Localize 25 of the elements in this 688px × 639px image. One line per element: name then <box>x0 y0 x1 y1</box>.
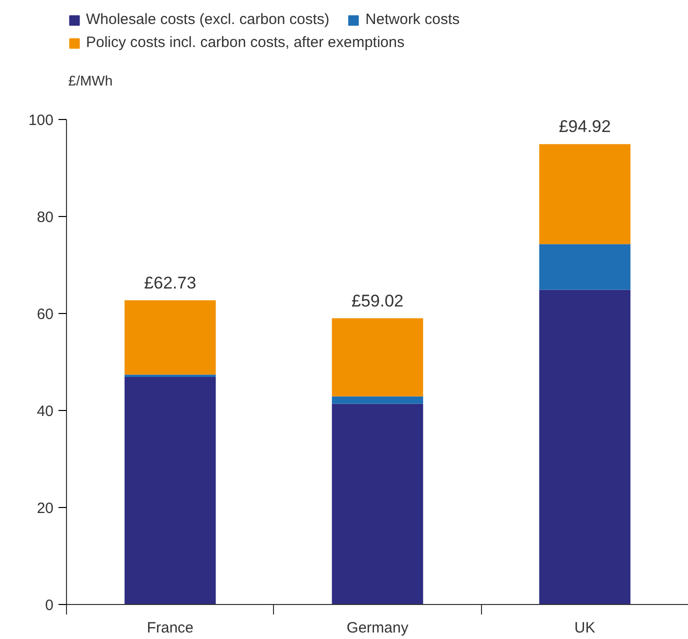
bar <box>332 318 424 396</box>
bar <box>124 377 216 604</box>
bar <box>124 300 216 375</box>
x-tick-label: France <box>146 620 194 636</box>
bar <box>539 244 630 290</box>
total-label: £94.92 <box>558 117 611 136</box>
bar <box>332 396 424 404</box>
y-tick-label: 20 <box>36 500 54 517</box>
bar <box>332 404 424 604</box>
bar <box>539 290 630 604</box>
legend-label: Policy costs incl. carbon costs, after exemptions <box>86 34 404 51</box>
bar <box>124 374 216 378</box>
total-label: £59.02 <box>352 291 404 310</box>
x-tick-label: UK <box>574 620 596 636</box>
total-label: £62.73 <box>144 273 196 292</box>
y-tick-label: 40 <box>36 403 54 420</box>
x-tick-label: Germany <box>346 620 409 636</box>
y-tick-label: 0 <box>45 597 54 614</box>
y-tick-label: 100 <box>28 112 54 129</box>
legend-label: Network costs <box>365 11 460 28</box>
y-axis-title: £/MWh <box>68 72 113 88</box>
y-tick-label: 80 <box>36 209 54 226</box>
legend-label: Wholesale costs (excl. carbon costs) <box>86 11 330 28</box>
bar <box>539 144 630 244</box>
y-tick-label: 60 <box>36 306 54 323</box>
